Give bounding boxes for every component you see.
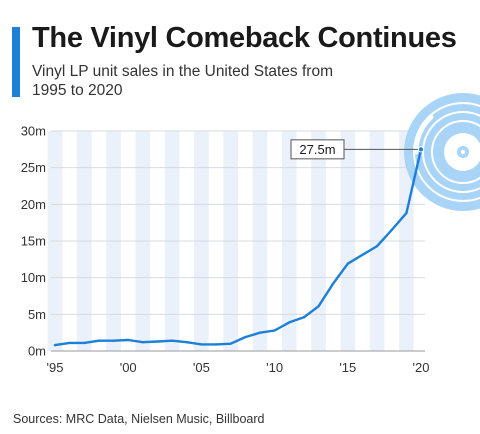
data-point-1996 [68,341,71,345]
data-point-2010 [273,329,276,332]
title-accent-bar [12,27,20,97]
callout-marker [417,146,425,153]
data-point-2007 [229,342,232,345]
callout-box [290,139,345,160]
y-tick-label: 25m [21,160,46,175]
x-tick-label: '10 [266,360,283,375]
data-point-2003 [170,339,174,342]
data-point-2016 [361,253,364,257]
data-point-2019 [405,211,408,215]
data-point-2005 [200,343,203,346]
y-tick-label: 30m [21,124,46,139]
chart-title: The Vinyl Comeback Continues [32,22,457,54]
record-groove-middle [422,111,480,193]
record-spindle-hole [460,149,466,155]
data-point-2004 [185,341,188,344]
data-point-2014 [331,282,335,285]
series-line-vinyl-sales [53,148,423,347]
y-tick-label: 0m [28,344,46,359]
x-tick-label: '95 [47,360,64,375]
y-axis-ticks: 0m 5m 10m 15m 20m 25m 30m [21,124,46,359]
data-point-2008 [244,335,247,339]
x-tick-label: '00 [120,360,137,375]
x-tick-label: '20 [413,360,430,375]
data-point-2006 [214,343,218,346]
data-point-2002 [156,340,159,343]
data-point-2018 [390,228,393,232]
data-point-2000 [127,338,130,342]
y-tick-label: 15m [21,234,46,249]
data-point-2013 [317,305,320,308]
data-point-1998 [97,339,101,342]
x-tick-label: '15 [339,360,356,375]
chart-subtitle: Vinyl LP unit sales in the United States… [32,63,333,99]
gridlines [51,130,425,352]
vinyl-record-icon [404,93,480,211]
data-point-2012 [302,316,306,319]
data-point-2001 [141,341,145,344]
y-tick-label: 10m [21,270,46,285]
data-point-1999 [112,339,115,342]
callout-label: 27.5m [299,142,335,157]
data-point-2011 [288,321,291,324]
x-tick-label: '05 [193,360,210,375]
y-tick-label: 20m [21,197,46,212]
source-note: Sources: MRC Data, Nielsen Music, Billbo… [13,412,265,426]
data-point-1997 [83,341,86,345]
data-point-2015 [346,262,349,265]
y-tick-label: 5m [28,307,46,322]
data-point-1995 [53,343,57,347]
record-groove-inner [431,120,480,184]
data-point-2017 [375,244,379,248]
x-axis-ticks: '95 '00 '05 '10 '15 '20 [47,360,430,375]
value-callout: 27.5m [290,139,425,160]
data-point-2009 [258,331,262,334]
